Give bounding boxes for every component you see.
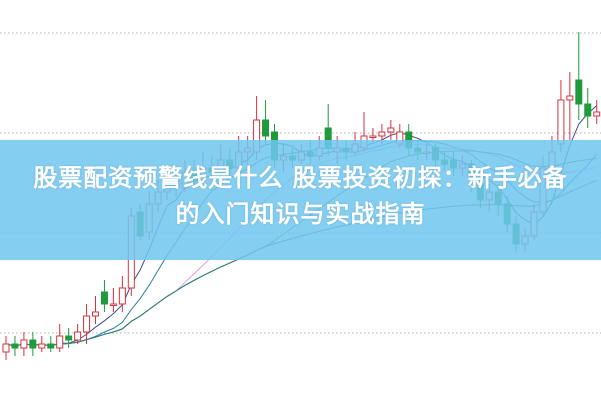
article-title: 股票配资预警线是什么 股票投资初探：新手必备 的入门知识与实战指南 (0, 160, 601, 232)
candle-down (47, 336, 55, 352)
candle-down (29, 332, 37, 356)
candle-body (11, 343, 19, 349)
candle-body (109, 303, 117, 306)
candle-up (109, 288, 117, 312)
candle-up (56, 324, 64, 352)
candle-up (593, 100, 601, 124)
candle-body (100, 291, 108, 305)
candle-down (584, 88, 592, 128)
candle-up (566, 72, 574, 140)
candle-body (38, 343, 46, 349)
candle-up (83, 304, 91, 344)
candle-body (2, 343, 10, 353)
candle-body (387, 127, 395, 133)
candle-up (387, 120, 395, 140)
candle-body (29, 339, 37, 349)
candle-down (11, 336, 19, 356)
candle-body (47, 343, 55, 349)
candle-down (575, 32, 583, 120)
candle-body (584, 103, 592, 117)
candle-body (74, 331, 82, 341)
candle-body (557, 99, 565, 145)
candle-body (369, 135, 377, 138)
candle-body (593, 111, 601, 117)
candle-up (20, 332, 28, 356)
candle-body (20, 339, 28, 349)
candle-up (2, 336, 10, 360)
candle-body (65, 335, 73, 341)
candle-body (566, 95, 574, 101)
candle-up (74, 324, 82, 344)
candle-up (92, 296, 99, 324)
title-line-2: 的入门知识与实战指南 (175, 200, 426, 228)
candle-body (56, 335, 64, 349)
candle-body (92, 311, 99, 317)
title-line-1: 股票配资预警线是什么 股票投资初探：新手必备 (33, 164, 568, 192)
title-banner (0, 140, 601, 260)
candle-down (100, 280, 108, 312)
candle-body (83, 315, 91, 333)
candle-body (262, 119, 270, 137)
candle-down (65, 328, 73, 348)
candle-body (118, 287, 126, 305)
candle-body (575, 79, 583, 105)
candle-up (38, 336, 46, 352)
candle-up (118, 276, 126, 312)
candle-down (262, 100, 270, 144)
candle-body (378, 131, 386, 137)
